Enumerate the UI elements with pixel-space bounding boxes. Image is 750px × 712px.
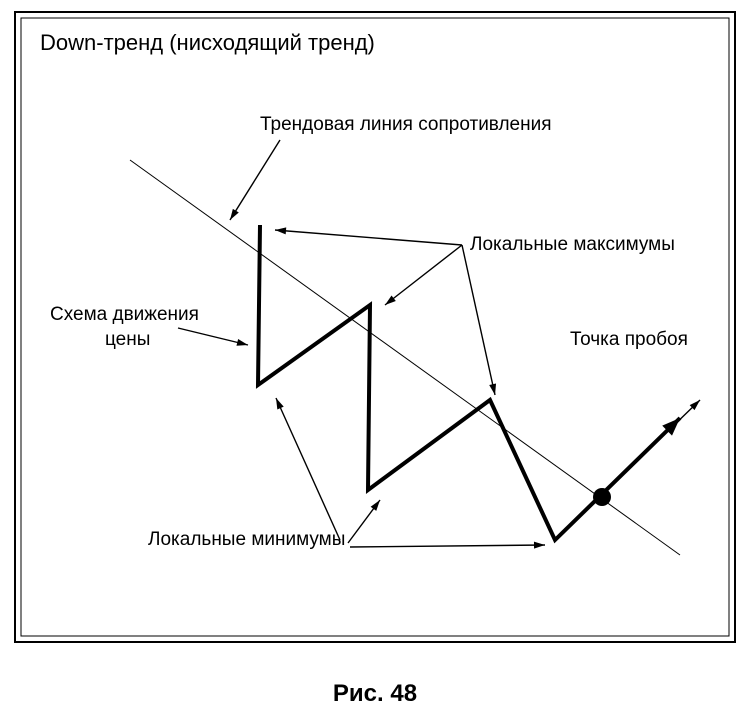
label-local-min: Локальные минимумы [148,529,345,550]
label-breakout: Точка пробоя [570,329,688,350]
localmax-arrow-2-head [385,295,396,305]
figure-caption: Рис. 48 [0,680,750,708]
breakout-point [593,488,611,506]
diagram-title: Down-тренд (нисходящий тренд) [40,30,375,55]
outer-border [15,12,735,642]
diagram-svg: Down-тренд (нисходящий тренд) Трендовая … [0,0,750,712]
localmin-arrow-3-head [534,542,545,549]
price-path [258,225,680,540]
localmax-arrow-3 [462,245,495,395]
figure-frame: Down-тренд (нисходящий тренд) Трендовая … [0,0,750,712]
label-price-scheme-1: Схема движения [50,304,199,325]
localmax-arrow-1 [275,230,462,245]
label-local-max: Локальные максимумы [470,234,675,255]
localmin-arrow-1-head [276,398,284,409]
resistance-arrow-head [230,209,239,220]
label-resistance: Трендовая линия сопротивления [260,114,552,135]
inner-border [21,18,729,636]
pricescheme-arrow-head [236,339,248,346]
label-price-scheme-2: цены [105,329,150,350]
localmax-arrow-3-head [489,384,496,395]
localmax-arrow-2 [385,245,462,305]
localmin-arrow-2-head [371,500,380,511]
breakout-arrow [635,400,700,463]
localmax-arrow-1-head [275,227,286,234]
localmin-arrow-3 [350,545,545,547]
resistance-arrow [230,140,280,220]
localmin-arrow-1 [276,398,340,540]
